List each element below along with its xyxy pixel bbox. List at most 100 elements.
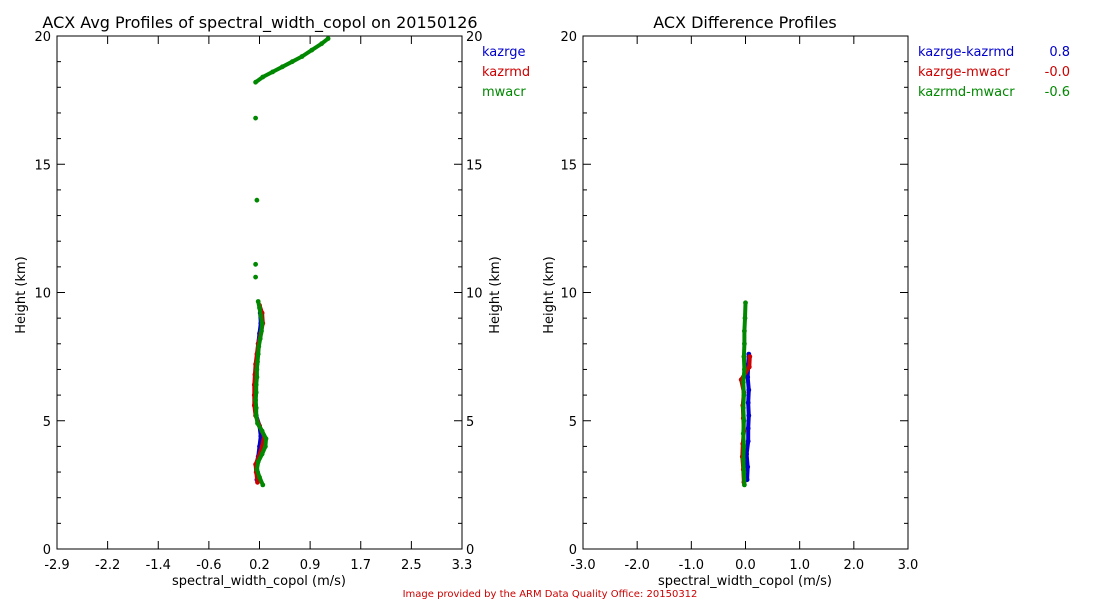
avg-x-tick-label: 3.3 [452,558,473,573]
series-mwacr-point [257,474,262,480]
avg-profiles-right-y-label: Height (km) [488,256,503,333]
diff-x-tick-label: -3.0 [570,558,595,573]
diff-y-tick-label: 0 [569,543,577,558]
series-mwacr-point [253,390,259,395]
series-mwacr-point [263,436,269,442]
series-mwacr-point [253,115,258,121]
avg-right-y-tick-label: 20 [466,30,483,45]
diff-y-tick-label: 10 [560,287,577,302]
avg-right-y-tick-label: 10 [466,287,483,302]
diff-y-tick-label: 20 [560,30,577,45]
legend-kazrmd: kazrmd [482,65,530,80]
avg-right-y-tick-label: 15 [466,158,483,173]
difference-profiles-y-ticks: 0 5 10 15 20 [560,30,908,558]
series-kazrge-kazrmd-point [745,464,751,470]
avg-x-tick-label: -2.2 [95,558,120,573]
series-mwacr-point [259,451,265,457]
difference-profiles-panel: ACX Difference Profiles -3.0 -2.0 -1.0 0.0 1… [542,13,1070,589]
series-mwacr-point [254,374,260,380]
series-kazrmd-mwacr-point [741,392,747,398]
avg-x-tick-label: 0.9 [300,558,321,573]
diff-x-tick-label: 2.0 [843,558,864,573]
footer-credit: Image provided by the ARM Data Quality O… [403,589,698,600]
avg-profiles-panel: ACX Avg Profiles of spectral_width_copol… [14,13,530,589]
legend-kazrge-kazrmd-value: 0.8 [1049,45,1070,60]
difference-profiles-legend: kazrge-kazrmd 0.8 kazrge-mwacr -0.0 kazr… [918,45,1070,100]
legend-mwacr: mwacr [482,85,526,100]
series-mwacr-point [260,482,266,488]
avg-y-tick-label: 5 [43,415,51,430]
series-kazrmd-mwacr-point [742,341,747,347]
avg-x-tick-label: 1.7 [350,558,371,573]
series-mwacr-point [255,459,261,465]
series-kazrge-kazrmd-point [746,413,752,418]
avg-profiles-title: ACX Avg Profiles of spectral_width_copol… [42,13,477,33]
series-mwacr-point [253,413,259,418]
series-mwacr-point [280,64,285,70]
series-mwacr-point [254,467,260,472]
series-mwacr-point [270,69,275,75]
avg-profiles-legend: kazrge kazrmd mwacr [482,45,530,100]
series-mwacr-point [255,420,260,426]
avg-profiles-x-label: spectral_width_copol (m/s) [172,574,346,589]
diff-x-tick-label: 3.0 [898,558,919,573]
avg-profiles-x-ticks: -2.9 -2.2 -1.4 -0.6 0.2 0.9 1.7 2.5 3.3 [44,36,472,573]
series-kazrge-kazrmd-point [745,426,751,431]
series-kazrmd-mwacr-point [741,418,747,424]
series-kazrge-mwacr-point [746,364,752,370]
diff-y-tick-label: 15 [560,158,577,173]
series-kazrmd-mwacr-point [740,431,746,436]
series-mwacr-point [299,54,305,59]
series-kazrmd-mwacr-point [742,315,748,321]
series-mwacr-point [259,320,265,326]
series-mwacr-point [259,328,264,334]
legend-kazrge: kazrge [482,45,525,60]
avg-x-tick-label: 0.2 [249,558,270,573]
series-kazrmd-mwacr-point [743,300,748,306]
series-kazrmd-mwacr-point [740,405,746,411]
series-kazrmd-mwacr-point [742,328,747,334]
series-mwacr-point [256,344,262,349]
series-mwacr-point [258,313,264,318]
difference-profiles-x-ticks: -3.0 -2.0 -1.0 0.0 1.0 2.0 3.0 [570,36,918,573]
diff-x-tick-label: 1.0 [789,558,810,573]
series-kazrge-kazrmd-point [745,438,751,444]
difference-profiles-title: ACX Difference Profiles [653,13,837,32]
series-kazrge-kazrmd-point [745,400,751,406]
series-mwacr-point [254,197,260,203]
series-mwacr-point [259,428,265,434]
series-mwacr-point [325,36,331,41]
avg-profiles-y-ticks: 0 5 10 15 20 [34,30,462,558]
legend-kazrge-mwacr-value: -0.0 [1045,65,1070,80]
series-mwacr-point [309,47,315,53]
series-kazrmd-mwacr-point [740,379,746,385]
series-kazrmd-mwacr-point [741,354,747,359]
avg-right-y-tick-label: 5 [466,415,474,430]
series-mwacr-point [257,336,263,342]
series-kazrge-mwacr-point [747,354,753,359]
avg-y-tick-label: 0 [43,543,51,558]
series-mwacr-point [253,397,258,403]
legend-kazrge-mwacr: kazrge-mwacr [918,65,1011,80]
avg-y-tick-label: 10 [34,287,51,302]
difference-profiles-x-label: spectral_width_copol (m/s) [658,574,832,589]
series-kazrmd-point [255,479,260,485]
avg-x-tick-label: -1.4 [146,558,171,573]
diff-y-tick-label: 5 [569,415,577,430]
series-kazrmd-mwacr-point [740,456,746,462]
avg-y-tick-label: 15 [34,158,51,173]
diff-x-tick-label: 0.0 [735,558,756,573]
series-mwacr-point [254,367,260,372]
series-mwacr-point [263,444,268,449]
series-mwacr-point [257,305,262,311]
difference-profiles-y-label: Height (km) [542,256,557,333]
series-mwacr-point [253,274,258,280]
series-kazrmd-mwacr-point [742,367,747,372]
series-mwacr-point [260,74,266,80]
avg-x-tick-label: -0.6 [196,558,221,573]
series-mwacr-point [253,382,259,388]
diff-x-tick-label: -2.0 [624,558,649,573]
series-kazrge-kazrmd-point [745,374,751,380]
series-mwacr-point [289,59,295,65]
